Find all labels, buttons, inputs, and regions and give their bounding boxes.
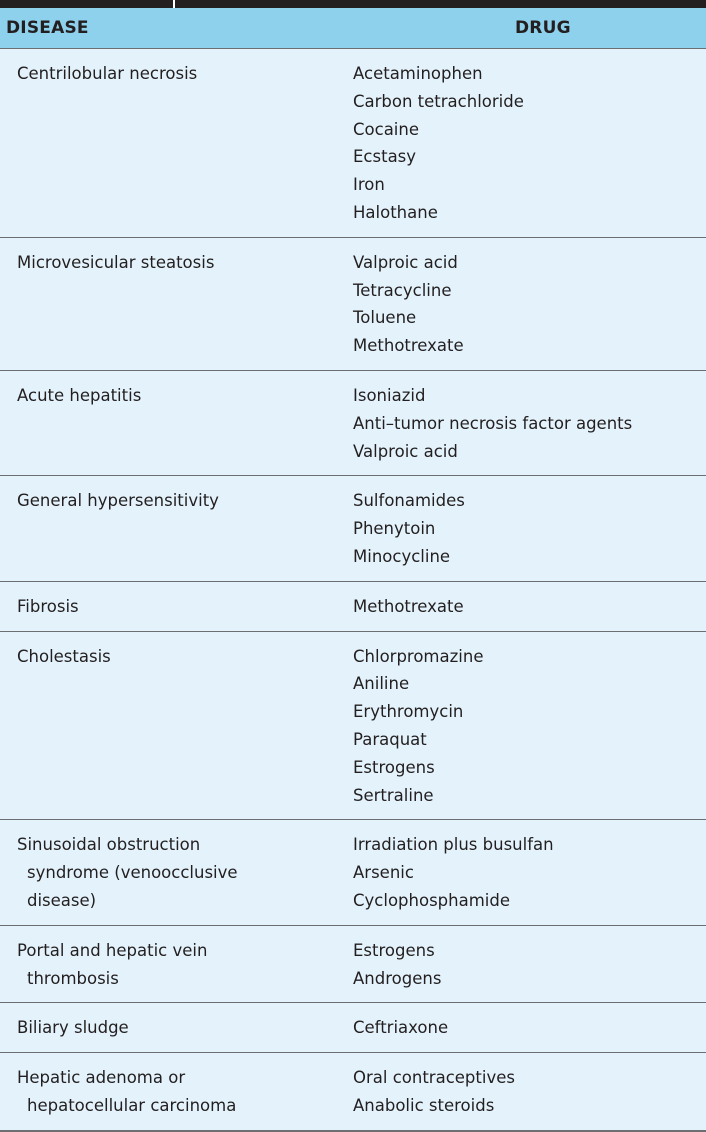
disease-name-line: General hypersensitivity — [17, 491, 219, 511]
drug-name: Tetracycline — [353, 280, 452, 300]
disease-name-line: hepatocellular carcinoma — [27, 1095, 237, 1115]
drug-name: Minocycline — [353, 546, 451, 566]
drug-cell: Valproic acid Tetracycline Toluene Methotre… — [333, 236, 706, 371]
disease-name-line: disease) — [27, 890, 97, 910]
disease-cell: Sinusoidal obstruction syndrome (venooccl… — [0, 819, 333, 926]
drug-name: Estrogens — [353, 940, 435, 960]
table-header-row: DISEASE DRUG — [0, 8, 706, 49]
disease-name-line: Biliary sludge — [17, 1018, 129, 1038]
drug-name: Carbon tetrachloride — [353, 91, 524, 111]
disease-cell: Centrilobular necrosis — [0, 48, 333, 238]
drug-cell: Oral contraceptives Anabolic steroids — [333, 1052, 706, 1132]
disease-cell: Microvesicular steatosis — [0, 236, 333, 371]
table-row: Hepatic adenoma or hepatocellular carcino… — [0, 1052, 706, 1132]
drug-cell: Estrogens Androgens — [333, 924, 706, 1003]
header-drug: DRUG — [333, 8, 706, 49]
drug-name: Arsenic — [353, 863, 414, 883]
disease-name-line: Cholestasis — [17, 646, 111, 666]
drug-name: Estrogens — [353, 757, 435, 777]
drug-cell: Methotrexate — [333, 580, 706, 632]
drug-name: Aniline — [353, 674, 410, 694]
drug-name: Methotrexate — [353, 336, 464, 356]
disease-name-line: Portal and hepatic vein — [17, 940, 208, 960]
disease-name-line: syndrome (venoocclusive — [27, 863, 238, 883]
disease-drug-table-container: DISEASE DRUG Centrilobular necrosis Aceta… — [0, 8, 706, 1132]
drug-name: Anti–tumor necrosis factor agents — [353, 413, 633, 433]
disease-cell: Fibrosis — [0, 580, 333, 632]
table-row: Sinusoidal obstruction syndrome (venooccl… — [0, 819, 706, 926]
table-row: Biliary sludge Ceftriaxone — [0, 1002, 706, 1053]
disease-cell: Cholestasis — [0, 630, 333, 820]
drug-name: Sulfonamides — [353, 491, 465, 511]
drug-name: Ecstasy — [353, 147, 417, 167]
disease-name-line: thrombosis — [27, 968, 119, 988]
top-rule — [0, 0, 706, 8]
drug-name: Phenytoin — [353, 519, 436, 539]
drug-cell: Isoniazid Anti–tumor necrosis factor agen… — [333, 369, 706, 476]
drug-name: Toluene — [353, 308, 417, 328]
table-row: Cholestasis Chlorpromazine Aniline Erythrom… — [0, 630, 706, 820]
disease-cell: General hypersensitivity — [0, 475, 333, 582]
disease-drug-table: DISEASE DRUG Centrilobular necrosis Aceta… — [0, 8, 706, 1132]
drug-name: Ceftriaxone — [353, 1018, 449, 1038]
drug-name: Irradiation plus busulfan — [353, 835, 554, 855]
drug-name: Valproic acid — [353, 441, 458, 461]
drug-name: Isoniazid — [353, 385, 426, 405]
table-row: Fibrosis Methotrexate — [0, 580, 706, 632]
disease-cell: Acute hepatitis — [0, 369, 333, 476]
disease-name-line: Fibrosis — [17, 596, 79, 616]
drug-name: Valproic acid — [353, 252, 458, 272]
drug-name: Cyclophosphamide — [353, 890, 510, 910]
table-row: Portal and hepatic vein thrombosis Estroge… — [0, 924, 706, 1003]
disease-name-line: Microvesicular steatosis — [17, 252, 215, 272]
drug-cell: Chlorpromazine Aniline Erythromycin Paraqua… — [333, 630, 706, 820]
drug-name: Methotrexate — [353, 596, 464, 616]
drug-cell: Ceftriaxone — [333, 1002, 706, 1053]
disease-cell: Portal and hepatic vein thrombosis — [0, 924, 333, 1003]
disease-name-line: Hepatic adenoma or — [17, 1068, 186, 1088]
drug-name: Iron — [353, 175, 385, 195]
table-row: Acute hepatitis Isoniazid Anti–tumor necro… — [0, 369, 706, 476]
drug-name: Oral contraceptives — [353, 1068, 515, 1088]
table-row: General hypersensitivity Sulfonamides Phen… — [0, 475, 706, 582]
top-rule-notch — [173, 0, 175, 8]
drug-name: Sertraline — [353, 785, 434, 805]
drug-name: Paraquat — [353, 729, 427, 749]
disease-name-line: Acute hepatitis — [17, 385, 142, 405]
table-body: Centrilobular necrosis Acetaminophen Carbo… — [0, 48, 706, 1132]
disease-name-line: Sinusoidal obstruction — [17, 835, 201, 855]
drug-name: Acetaminophen — [353, 64, 483, 83]
drug-name: Halothane — [353, 202, 438, 222]
drug-cell: Irradiation plus busulfan Arsenic Cyclopho… — [333, 819, 706, 926]
drug-cell: Acetaminophen Carbon tetrachloride Cocaine… — [333, 48, 706, 238]
table-row: Microvesicular steatosis Valproic acid Tet… — [0, 236, 706, 371]
drug-name: Erythromycin — [353, 702, 464, 722]
drug-name: Chlorpromazine — [353, 646, 484, 666]
drug-name: Androgens — [353, 968, 442, 988]
table-row: Centrilobular necrosis Acetaminophen Carbo… — [0, 48, 706, 238]
header-disease: DISEASE — [0, 8, 333, 49]
disease-name-line: Centrilobular necrosis — [17, 64, 198, 83]
drug-cell: Sulfonamides Phenytoin Minocycline — [333, 475, 706, 582]
drug-name: Cocaine — [353, 119, 419, 139]
drug-name: Anabolic steroids — [353, 1095, 495, 1115]
disease-cell: Hepatic adenoma or hepatocellular carcino… — [0, 1052, 333, 1132]
disease-cell: Biliary sludge — [0, 1002, 333, 1053]
